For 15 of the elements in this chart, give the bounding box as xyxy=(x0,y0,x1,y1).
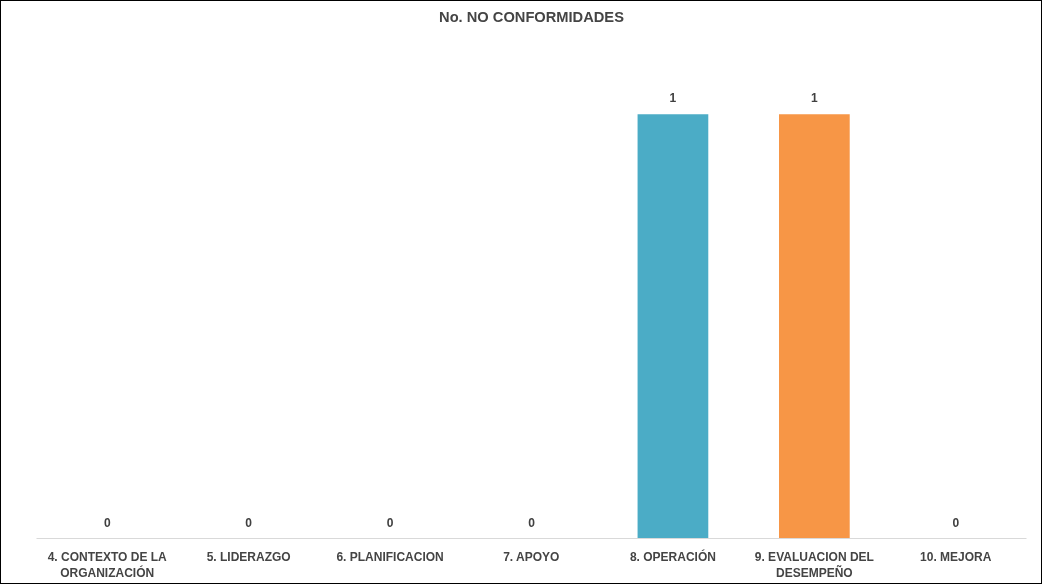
chart-title: No. NO CONFORMIDADES xyxy=(439,8,625,25)
data-label: 1 xyxy=(811,91,819,106)
x-tick-label: 10. MEJORA xyxy=(920,549,992,564)
data-label: 0 xyxy=(386,515,394,530)
x-tick-label: 9. EVALUACION DEL DESEMPEÑO xyxy=(754,549,874,581)
data-label: 0 xyxy=(528,515,536,530)
data-label: 0 xyxy=(952,515,960,530)
x-tick-label: 6. PLANIFICACION xyxy=(336,549,444,564)
x-tick-label: 8. OPERACIÓN xyxy=(629,548,716,564)
x-tick-label: 7. APOYO xyxy=(503,549,560,564)
data-label: 0 xyxy=(245,515,253,530)
x-tick-label: 5. LIDERAZGO xyxy=(206,549,291,564)
data-label: 0 xyxy=(103,515,111,530)
data-label: 1 xyxy=(669,91,677,106)
x-tick-label: 4. CONTEXTO DE LA ORGANIZACIÓN xyxy=(47,549,168,581)
